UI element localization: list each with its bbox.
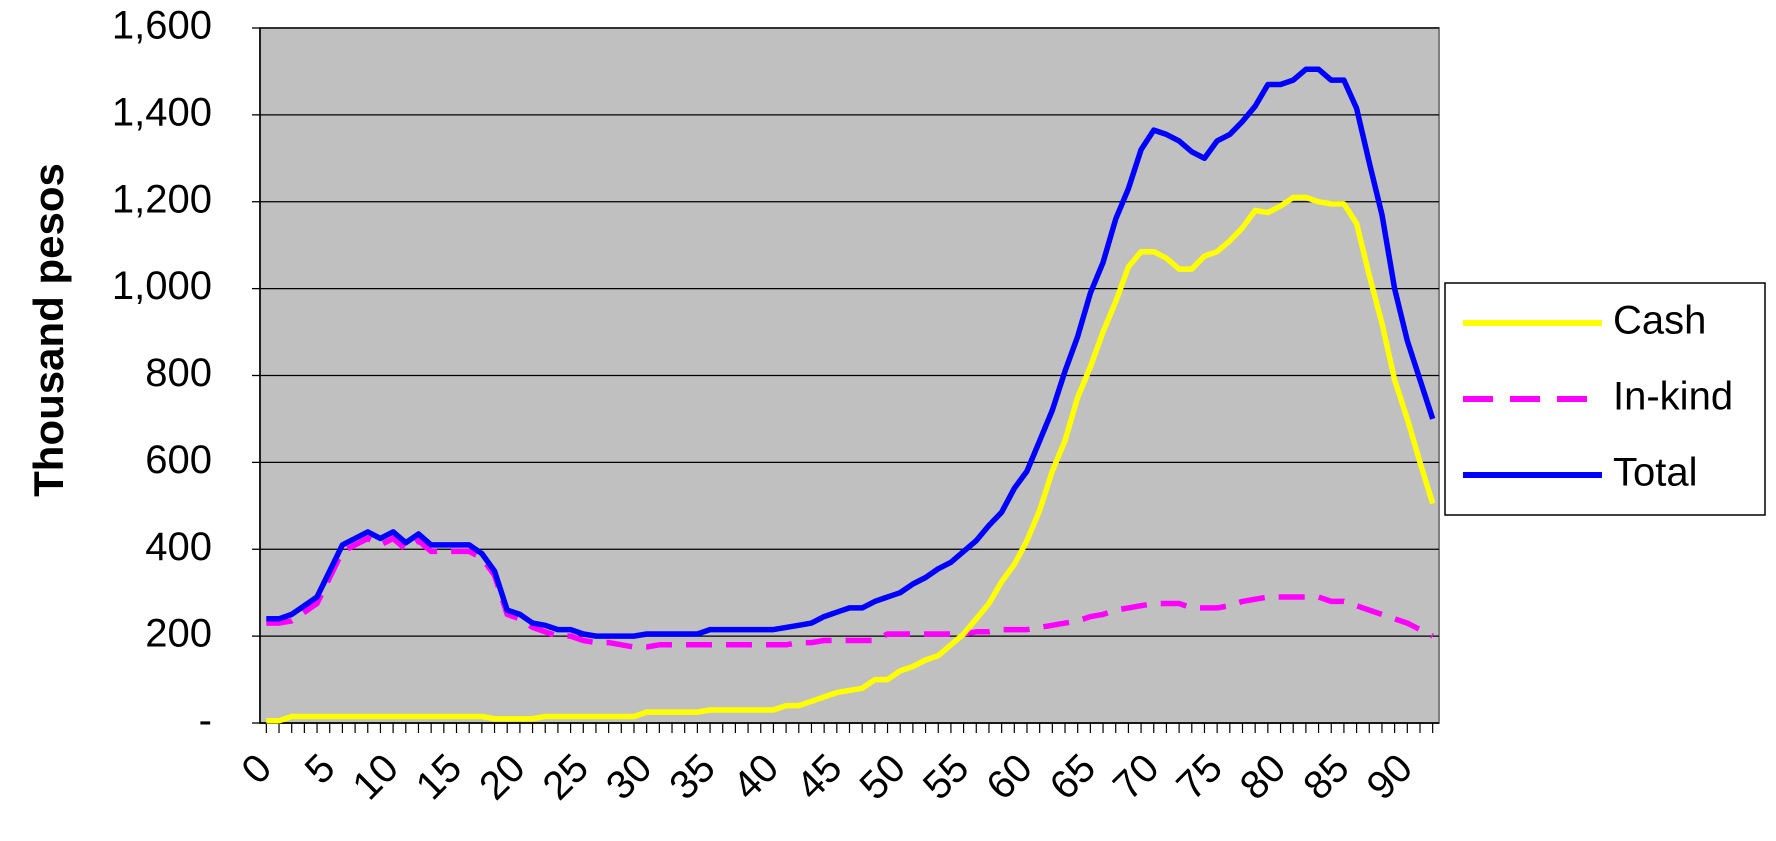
- series-line: [266, 66, 1436, 639]
- x-tick-label: 70: [1105, 746, 1168, 809]
- legend-label: Total: [1613, 451, 1698, 495]
- y-axis-title: Thousand pesos: [25, 163, 72, 497]
- series-line: [266, 535, 1434, 650]
- x-tick-label: 10: [344, 746, 407, 809]
- x-tick-label: 65: [1042, 746, 1105, 809]
- y-tick-label: -: [199, 699, 212, 743]
- x-tick-label: 75: [1168, 746, 1231, 809]
- x-tick-label: 45: [788, 746, 851, 809]
- x-tick-label: 85: [1295, 746, 1358, 809]
- x-tick-label: 15: [408, 746, 471, 809]
- x-tick-label: 35: [661, 746, 724, 809]
- x-tick-label: 55: [915, 746, 978, 809]
- y-tick-label: 800: [145, 351, 212, 395]
- x-tick-label: 5: [297, 746, 344, 793]
- y-tick-label: 1,000: [112, 264, 212, 308]
- y-tick-label: 1,400: [112, 90, 212, 134]
- x-tick-label: 90: [1359, 746, 1422, 809]
- x-tick-label: 80: [1232, 746, 1295, 809]
- series-line: [266, 194, 1436, 724]
- x-tick-label: 50: [851, 746, 914, 809]
- y-tick-label: 1,600: [112, 4, 212, 48]
- y-tick-label: 400: [145, 525, 212, 569]
- x-tick-label: 60: [978, 746, 1041, 809]
- legend-label: Cash: [1613, 299, 1706, 343]
- y-tick-label: 200: [145, 612, 212, 656]
- y-tick-label: 600: [145, 438, 212, 482]
- x-tick-label: 30: [598, 746, 661, 809]
- legend-label: In-kind: [1613, 375, 1733, 419]
- x-tick-label: 40: [725, 746, 788, 809]
- x-tick-label: 20: [471, 746, 534, 809]
- x-tick-label: 0: [233, 746, 280, 793]
- x-tick-label: 25: [535, 746, 598, 809]
- y-tick-label: 1,200: [112, 177, 212, 221]
